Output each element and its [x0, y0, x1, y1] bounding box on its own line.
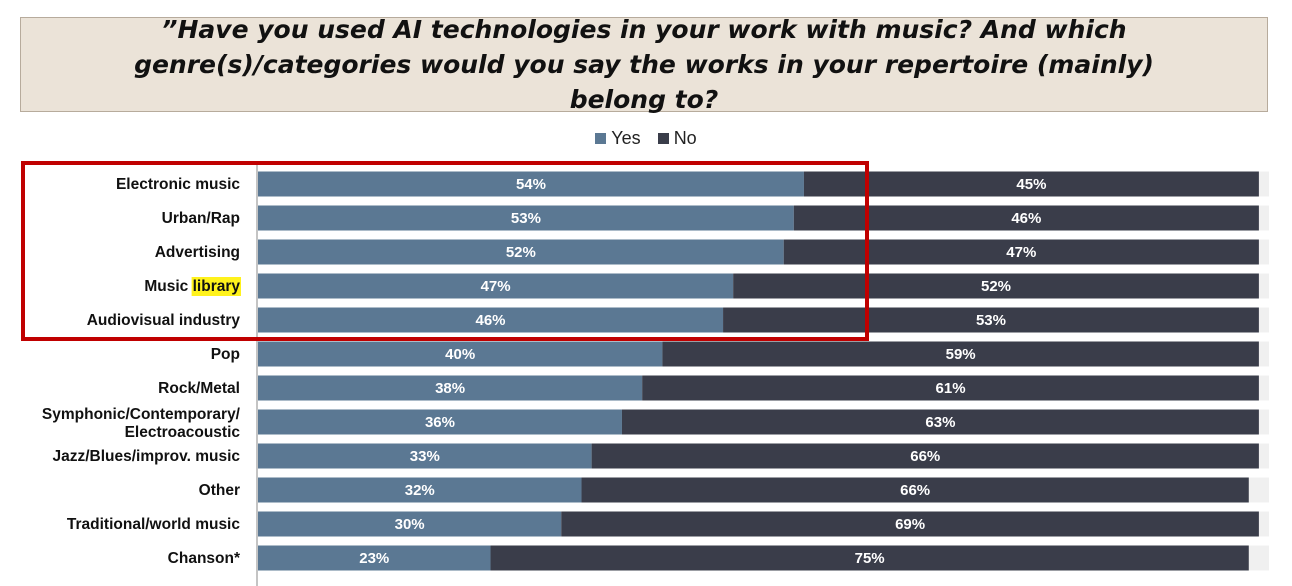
category-label: Traditional/world music	[67, 516, 240, 533]
data-label-yes: 47%	[481, 278, 511, 295]
category-label: Audiovisual industry	[87, 312, 241, 329]
data-label-no: 61%	[936, 380, 966, 397]
bar-no	[723, 307, 1259, 333]
category-label: Electronic music	[116, 176, 240, 193]
bar-yes	[258, 477, 582, 503]
bar-yes	[258, 239, 784, 265]
data-label-yes: 36%	[425, 414, 455, 431]
data-label-yes: 33%	[410, 448, 440, 465]
bar-yes	[258, 409, 622, 435]
data-label-yes: 46%	[476, 312, 506, 329]
bar-no	[490, 545, 1249, 571]
data-label-yes: 30%	[395, 516, 425, 533]
legend-label-no: No	[673, 128, 697, 148]
data-label-no: 63%	[925, 414, 955, 431]
legend-label-yes: Yes	[611, 128, 641, 148]
chart-title: ”Have you used AI technologies in your w…	[134, 15, 1154, 114]
data-label-yes: 40%	[445, 346, 475, 363]
data-label-no: 45%	[1016, 176, 1046, 193]
category-label-line2: Electroacoustic	[125, 424, 241, 441]
legend-item-no: No	[657, 128, 697, 149]
bar-yes	[258, 205, 794, 231]
data-label-yes: 53%	[511, 210, 541, 227]
data-label-no: 59%	[946, 346, 976, 363]
data-label-yes: 38%	[435, 380, 465, 397]
bar-no	[561, 511, 1259, 537]
data-label-yes: 54%	[516, 176, 546, 193]
bar-no	[591, 443, 1259, 469]
data-label-no: 52%	[981, 278, 1011, 295]
legend: Yes No	[0, 128, 1292, 149]
category-label: Other	[199, 482, 240, 499]
highlight-box	[21, 161, 869, 341]
bar-no	[793, 205, 1259, 231]
legend-swatch-no	[657, 133, 669, 144]
data-label-no: 69%	[895, 516, 925, 533]
bar-yes	[258, 341, 663, 367]
bar-no	[733, 273, 1259, 299]
data-label-yes: 32%	[405, 482, 435, 499]
data-label-no: 53%	[976, 312, 1006, 329]
data-label-no: 46%	[1011, 210, 1041, 227]
category-label: Jazz/Blues/improv. music	[53, 448, 241, 465]
bar-no	[621, 409, 1259, 435]
highlighted-word: library	[193, 278, 241, 295]
data-label-yes: 23%	[359, 550, 389, 567]
category-label: Symphonic/Contemporary/	[42, 406, 241, 423]
data-label-no: 47%	[1006, 244, 1036, 261]
bar-yes	[258, 307, 724, 333]
category-label: Advertising	[155, 244, 240, 261]
bar-yes	[258, 375, 643, 401]
bar-yes	[258, 443, 592, 469]
data-label-no: 66%	[910, 448, 940, 465]
bar-yes	[258, 171, 804, 197]
bar-yes	[258, 545, 491, 571]
data-label-no: 66%	[900, 482, 930, 499]
bar-no	[581, 477, 1249, 503]
bar-no	[642, 375, 1259, 401]
category-label: Urban/Rap	[162, 210, 240, 227]
category-label: Pop	[211, 346, 240, 363]
data-label-yes: 52%	[506, 244, 536, 261]
bar-yes	[258, 511, 562, 537]
chart-title-box: ”Have you used AI technologies in your w…	[20, 15, 1268, 114]
bar-no	[662, 341, 1259, 367]
highlighted-word-background	[191, 277, 241, 296]
bar-no	[783, 239, 1259, 265]
category-label: Music library	[144, 278, 240, 295]
bar-yes	[258, 273, 734, 299]
bar-no	[803, 171, 1259, 197]
legend-item-yes: Yes	[595, 128, 641, 149]
category-label: Chanson*	[168, 550, 241, 567]
legend-swatch-yes	[595, 133, 607, 144]
category-label: Rock/Metal	[158, 380, 240, 397]
data-label-no: 75%	[855, 550, 885, 567]
